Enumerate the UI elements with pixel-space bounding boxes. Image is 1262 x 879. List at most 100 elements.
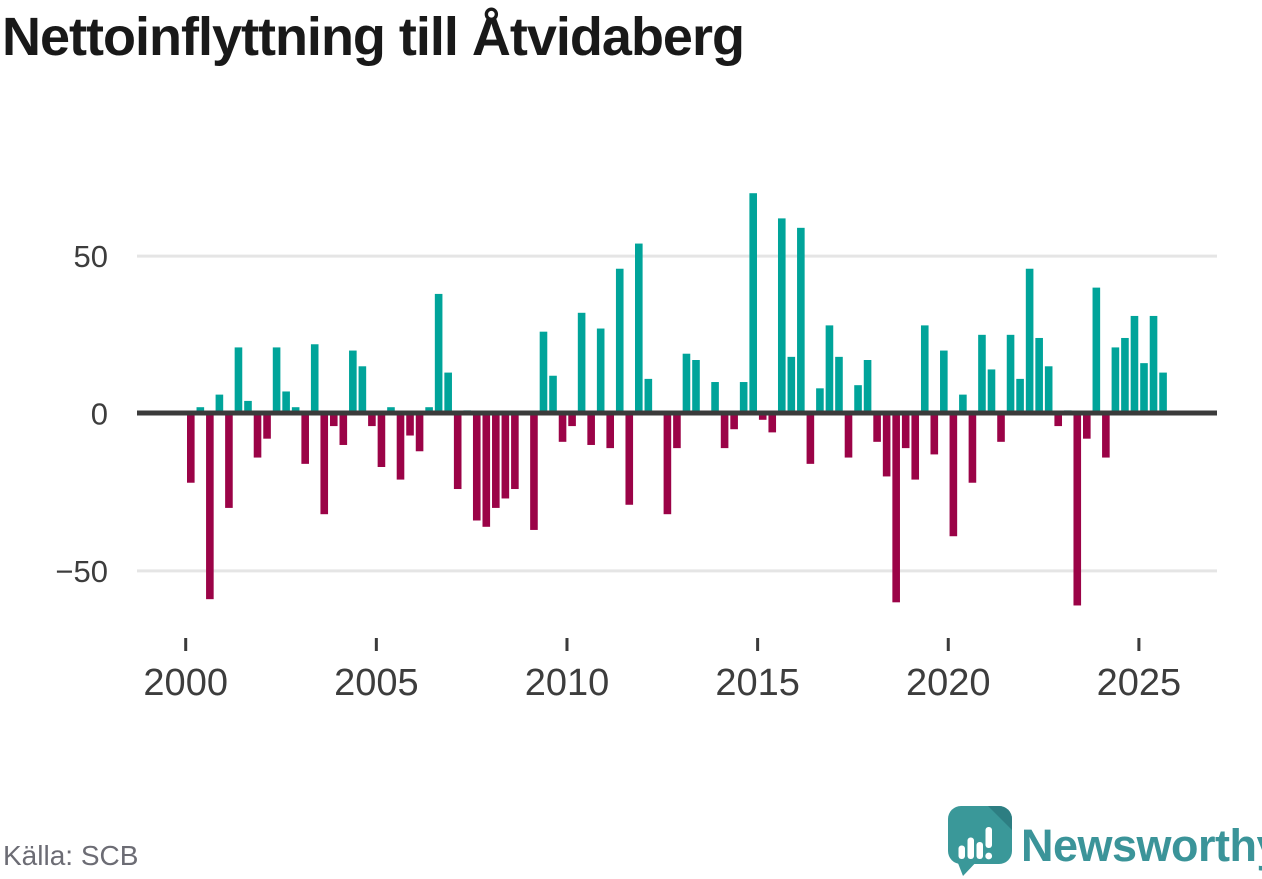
bar-2009Q1	[530, 413, 538, 530]
bar-2023Q2	[1073, 413, 1082, 606]
newsworthy-logo-text: Newsworthy	[1021, 820, 1262, 871]
bar-2012Q4	[673, 413, 681, 449]
bar-2014Q4	[749, 193, 757, 414]
bar-2016Q2	[806, 413, 815, 464]
logo-exclamation-dot	[985, 852, 993, 860]
bar-2024Q3	[1121, 337, 1129, 414]
bar-2016Q3	[816, 388, 824, 414]
bar-2000Q1	[187, 413, 195, 483]
bar-2006Q2	[425, 407, 433, 414]
bar-2018Q4	[901, 413, 910, 449]
bar-2009Q3	[549, 375, 557, 414]
x-axis-line	[137, 410, 1217, 416]
bar-2003Q1	[301, 413, 309, 464]
bar-2012Q3	[663, 413, 672, 515]
x-axis-ticks	[184, 638, 1141, 651]
bars	[187, 193, 1167, 606]
logo-bar-1	[958, 845, 965, 859]
bar-2001Q1	[225, 413, 233, 508]
bar-2004Q1	[339, 413, 348, 445]
x-tick-2010	[565, 638, 569, 651]
chart-title: Nettoinflyttning till Åtvidaberg	[2, 7, 745, 67]
bar-2024Q2	[1111, 347, 1120, 414]
bar-2001Q3	[244, 400, 252, 414]
bar-2025Q2	[1149, 315, 1158, 414]
bar-2010Q3	[587, 413, 595, 445]
y-axis-labels: 50 0 −50	[55, 239, 108, 589]
logo-bar-3	[976, 842, 983, 859]
bar-2017Q1	[835, 356, 843, 414]
bar-2004Q4	[368, 413, 376, 427]
x-tick-2005	[374, 638, 378, 651]
x-tick-label-2010: 2010	[525, 662, 610, 704]
bar-2011Q3	[625, 413, 634, 505]
bar-2002Q4	[291, 407, 300, 414]
bar-2018Q1	[873, 413, 881, 442]
bar-2024Q4	[1130, 315, 1139, 414]
bar-2009Q2	[539, 331, 548, 414]
x-tick-label-2015: 2015	[715, 662, 800, 704]
newsworthy-logo: Newsworthy	[948, 806, 1262, 876]
bar-2020Q4	[978, 334, 986, 414]
bar-2005Q4	[406, 413, 414, 436]
x-tick-2015	[756, 638, 760, 651]
x-tick-label-2020: 2020	[906, 662, 991, 704]
bar-2022Q4	[1054, 413, 1063, 427]
bar-2019Q3	[930, 413, 939, 455]
bar-2005Q3	[396, 413, 405, 480]
x-tick-label-2000: 2000	[143, 662, 228, 704]
bar-2019Q4	[940, 350, 948, 414]
y-tick-label-−50: −50	[55, 554, 108, 589]
bar-2022Q3	[1044, 366, 1053, 414]
net-migration-bar-chart: 50 0 −50 2000 2005 2010 2015 2020 2025	[55, 193, 1217, 704]
x-tick-label-2025: 2025	[1097, 662, 1182, 704]
bar-2003Q4	[329, 413, 338, 427]
bar-2022Q2	[1035, 337, 1043, 414]
bar-2013Q1	[682, 353, 691, 414]
bar-2021Q4	[1016, 378, 1024, 414]
bar-2017Q2	[844, 413, 853, 458]
zero-line	[137, 410, 1217, 416]
x-tick-label-2005: 2005	[334, 662, 419, 704]
bar-2006Q1	[415, 413, 424, 452]
bar-2005Q1	[377, 413, 386, 467]
bar-2016Q1	[797, 227, 805, 414]
bar-2017Q4	[863, 360, 872, 414]
bar-2002Q1	[263, 413, 271, 439]
bar-2001Q2	[234, 347, 243, 414]
bar-2015Q4	[787, 356, 796, 414]
bar-2011Q1	[606, 413, 615, 449]
bar-2006Q3	[434, 293, 443, 414]
bar-2022Q1	[1025, 268, 1034, 414]
bar-2014Q1	[720, 413, 729, 449]
bar-2020Q2	[959, 394, 967, 414]
bar-2003Q3	[320, 413, 329, 515]
bar-2004Q2	[349, 350, 357, 414]
x-tick-2025	[1137, 638, 1141, 651]
bar-2007Q4	[482, 413, 491, 527]
bar-2021Q1	[987, 369, 996, 414]
y-tick-label-0: 0	[91, 397, 108, 432]
bar-2002Q3	[282, 391, 290, 414]
bar-2014Q2	[730, 413, 738, 430]
bar-2008Q2	[501, 413, 510, 499]
bar-2010Q1	[568, 413, 576, 427]
bar-2018Q2	[882, 413, 891, 477]
bar-2014Q3	[739, 382, 748, 414]
x-tick-2020	[946, 638, 950, 651]
source-note: Källa: SCB	[3, 840, 139, 871]
bar-2023Q3	[1083, 413, 1091, 439]
bar-2015Q1	[758, 413, 767, 420]
logo-exclamation-stem	[985, 827, 992, 848]
newsworthy-logo-icon	[948, 806, 1012, 876]
bar-2010Q4	[596, 328, 605, 414]
bar-2005Q2	[387, 407, 395, 414]
bar-2012Q1	[644, 378, 653, 414]
bar-2006Q4	[444, 372, 452, 414]
bar-2019Q2	[920, 325, 929, 414]
bar-2025Q3	[1159, 372, 1167, 414]
x-tick-2000	[184, 638, 188, 651]
bar-2015Q3	[777, 218, 786, 414]
bar-2007Q3	[472, 413, 481, 521]
